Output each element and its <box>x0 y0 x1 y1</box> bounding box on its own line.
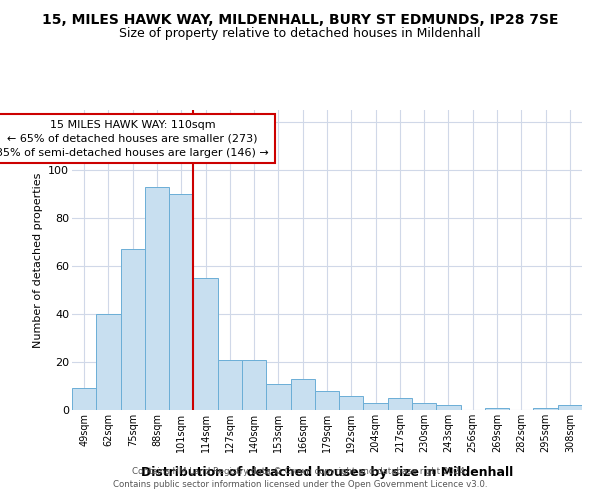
Bar <box>121 249 145 410</box>
Bar <box>193 278 218 410</box>
Bar <box>218 360 242 410</box>
Bar <box>315 391 339 410</box>
Text: Distribution of detached houses by size in Mildenhall: Distribution of detached houses by size … <box>141 466 513 479</box>
Text: Size of property relative to detached houses in Mildenhall: Size of property relative to detached ho… <box>119 28 481 40</box>
Bar <box>533 408 558 410</box>
Y-axis label: Number of detached properties: Number of detached properties <box>32 172 43 348</box>
Bar <box>485 408 509 410</box>
Bar <box>290 379 315 410</box>
Bar <box>388 398 412 410</box>
Bar <box>266 384 290 410</box>
Bar <box>72 388 96 410</box>
Bar <box>412 403 436 410</box>
Text: 15, MILES HAWK WAY, MILDENHALL, BURY ST EDMUNDS, IP28 7SE: 15, MILES HAWK WAY, MILDENHALL, BURY ST … <box>42 12 558 26</box>
Bar <box>169 194 193 410</box>
Bar <box>339 396 364 410</box>
Text: 15 MILES HAWK WAY: 110sqm
← 65% of detached houses are smaller (273)
35% of semi: 15 MILES HAWK WAY: 110sqm ← 65% of detac… <box>0 120 269 158</box>
Bar <box>96 314 121 410</box>
Bar <box>364 403 388 410</box>
Bar <box>145 187 169 410</box>
Bar <box>436 405 461 410</box>
Text: Contains HM Land Registry data © Crown copyright and database right 2024.
Contai: Contains HM Land Registry data © Crown c… <box>113 468 487 489</box>
Bar <box>242 360 266 410</box>
Bar <box>558 405 582 410</box>
